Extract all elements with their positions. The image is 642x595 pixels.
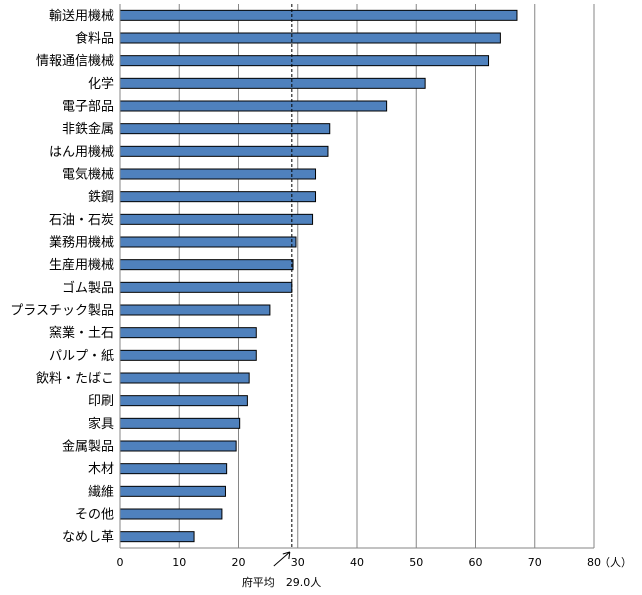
x-unit-label: （人） xyxy=(599,556,632,569)
bar xyxy=(119,191,317,203)
x-tick-label: 20 xyxy=(232,556,246,569)
category-label: 家具 xyxy=(88,416,114,432)
reference-label: 府平均 xyxy=(242,575,275,589)
axes: 0 10 20 30 40 50 60 70 80（人） xyxy=(117,4,632,569)
bar xyxy=(119,145,329,157)
gridlines xyxy=(178,4,595,548)
bar xyxy=(119,304,271,316)
x-tick-label: 40 xyxy=(350,556,364,569)
category-label: 木材 xyxy=(88,462,114,477)
category-label: 生産用機械 xyxy=(49,257,114,273)
bar xyxy=(119,508,223,520)
bar xyxy=(119,259,294,271)
category-label: 電気機械 xyxy=(62,167,114,183)
category-label: プラスチック製品 xyxy=(10,304,114,319)
bar xyxy=(119,100,388,112)
x-tick-label: 60 xyxy=(469,556,483,569)
category-label: 金属製品 xyxy=(62,439,114,455)
bar xyxy=(119,485,226,497)
category-label: 情報通信機械 xyxy=(36,54,114,69)
bar xyxy=(119,281,293,293)
bar xyxy=(119,236,297,248)
x-tick-label: 30 xyxy=(291,556,305,569)
category-label: 繊維 xyxy=(88,484,114,500)
bar xyxy=(119,123,331,135)
x-tick-label: 0 xyxy=(117,556,124,569)
bar xyxy=(119,327,257,339)
bar xyxy=(119,395,248,407)
reference-arrowhead xyxy=(282,551,291,560)
category-label: 業務用機械 xyxy=(49,235,114,251)
category-label: 輸送用機械 xyxy=(49,9,114,24)
category-label: その他 xyxy=(75,508,114,523)
category-label: 飲料・たばこ xyxy=(36,371,114,387)
reference-arrow xyxy=(273,551,291,567)
bar xyxy=(119,463,228,475)
category-label: ゴム製品 xyxy=(62,280,114,296)
bar xyxy=(119,77,426,89)
bar xyxy=(119,168,317,180)
bars xyxy=(119,9,518,543)
bar xyxy=(119,417,241,429)
category-labels: 輸送用機械食料品情報通信機械化学電子部品非鉄金属はん用機械電気機械鉄鋼石油・石炭… xyxy=(10,9,114,545)
bar xyxy=(119,531,195,543)
category-label: 印刷 xyxy=(88,394,114,409)
category-label: パルプ・紙 xyxy=(49,349,114,364)
category-label: なめし革 xyxy=(62,530,114,545)
category-label: 電子部品 xyxy=(62,100,114,115)
x-tick-label: 70 xyxy=(528,556,542,569)
bar xyxy=(119,372,250,384)
category-label: 食料品 xyxy=(75,31,114,47)
x-tick-label: 50 xyxy=(409,556,423,569)
category-label: はん用機械 xyxy=(49,145,114,160)
x-tick-label: 10 xyxy=(172,556,186,569)
reference-line-group: 府平均 29.0人 xyxy=(242,4,322,589)
category-label: 鉄鋼 xyxy=(88,190,114,205)
bar xyxy=(119,55,490,67)
x-tick-label: 80 xyxy=(587,556,601,569)
category-label: 石油・石炭 xyxy=(49,213,114,228)
category-label: 非鉄金属 xyxy=(62,121,114,137)
bar xyxy=(119,349,257,361)
bar xyxy=(119,9,518,21)
reference-value: 29.0人 xyxy=(286,576,322,589)
bar xyxy=(119,213,314,225)
bar xyxy=(119,32,501,44)
bar xyxy=(119,440,237,452)
category-label: 化学 xyxy=(88,76,114,92)
category-label: 窯業・土石 xyxy=(49,325,114,341)
